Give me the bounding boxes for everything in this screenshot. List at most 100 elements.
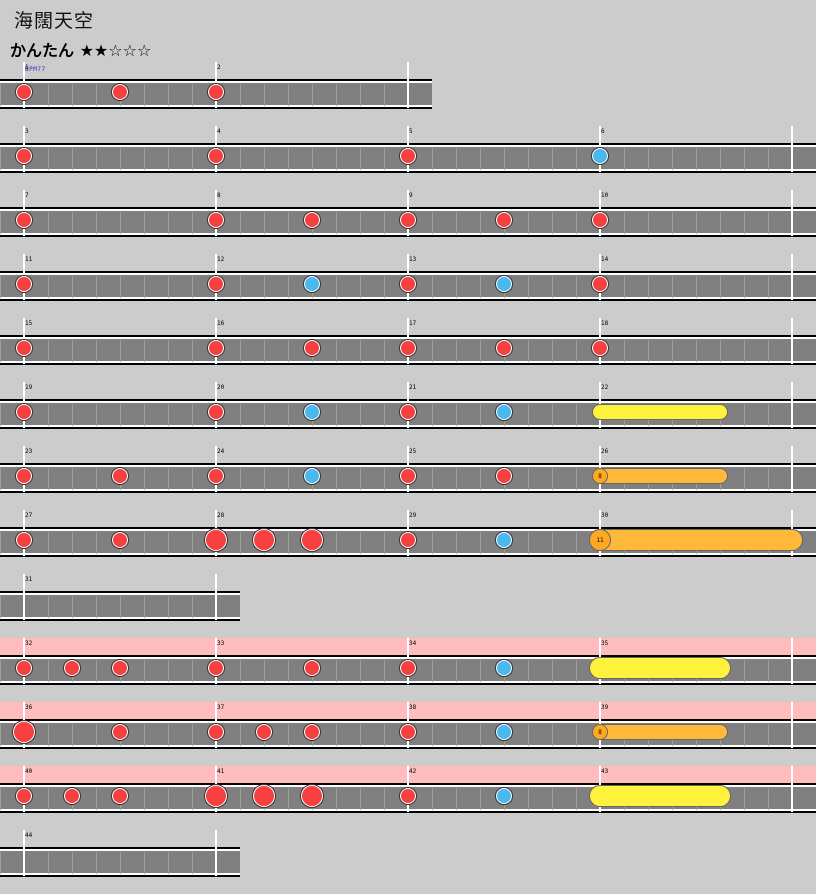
don-note — [208, 660, 224, 676]
grid-tick — [48, 724, 49, 746]
grid-tick — [0, 84, 1, 106]
grid-tick — [672, 148, 673, 170]
grid-tick — [720, 340, 721, 362]
big-drumroll — [589, 657, 731, 679]
measure-number: 24 — [217, 448, 225, 455]
don-note — [16, 532, 32, 548]
don-note — [16, 660, 32, 676]
measure-number: 31 — [25, 576, 33, 583]
grid-tick — [288, 468, 289, 490]
big-don-note — [301, 785, 323, 807]
drumroll — [592, 404, 728, 420]
grid-tick — [192, 532, 193, 554]
grid-tick — [384, 212, 385, 234]
measure-number: 33 — [217, 640, 225, 647]
grid-tick — [768, 724, 769, 746]
score-row: 3 4 5 6 — [0, 126, 816, 190]
grid-tick — [432, 788, 433, 810]
grid-tick — [768, 468, 769, 490]
grid-tick — [168, 532, 169, 554]
don-note — [400, 340, 416, 356]
grid-tick — [384, 340, 385, 362]
grid-tick — [432, 212, 433, 234]
grid-tick — [96, 852, 97, 874]
big-don-note — [253, 785, 275, 807]
grid-tick — [240, 212, 241, 234]
grid-tick — [528, 148, 529, 170]
grid-tick — [72, 340, 73, 362]
grid-tick — [240, 660, 241, 682]
grid-tick — [336, 276, 337, 298]
measure-number: 27 — [25, 512, 33, 519]
don-note — [304, 340, 320, 356]
score-row: 27 28 29 30 11 — [0, 510, 816, 574]
don-note — [208, 148, 224, 164]
grid-tick — [552, 788, 553, 810]
grid-tick — [480, 276, 481, 298]
measure-number: 10 — [601, 192, 609, 199]
grid-tick — [96, 148, 97, 170]
ka-note — [496, 276, 512, 292]
grid-tick — [504, 148, 505, 170]
don-note — [400, 788, 416, 804]
don-note — [208, 84, 224, 100]
grid-tick — [72, 532, 73, 554]
grid-tick — [96, 84, 97, 106]
grid-tick — [456, 404, 457, 426]
grid-tick — [672, 340, 673, 362]
grid-tick — [552, 276, 553, 298]
grid-tick — [96, 340, 97, 362]
grid-tick — [120, 276, 121, 298]
grid-tick — [72, 852, 73, 874]
grid-tick — [120, 596, 121, 618]
big-don-note — [301, 529, 323, 551]
grid-tick — [528, 468, 529, 490]
grid-tick — [96, 532, 97, 554]
don-note — [208, 276, 224, 292]
grid-tick — [96, 468, 97, 490]
grid-tick — [264, 404, 265, 426]
measure-number: 9 — [409, 192, 413, 199]
score-row: 36 37 38 39 8 — [0, 702, 816, 766]
measure-number: 34 — [409, 640, 417, 647]
measure-number: 21 — [409, 384, 417, 391]
grid-tick — [768, 404, 769, 426]
grid-tick — [192, 404, 193, 426]
grid-tick — [456, 468, 457, 490]
don-note — [16, 276, 32, 292]
grid-tick — [360, 660, 361, 682]
grid-tick — [768, 148, 769, 170]
grid-tick — [648, 340, 649, 362]
grid-tick — [360, 276, 361, 298]
grid-tick — [696, 212, 697, 234]
grid-tick — [456, 788, 457, 810]
grid-tick — [288, 84, 289, 106]
song-title: 海闊天空 — [14, 10, 95, 32]
grid-tick — [576, 532, 577, 554]
grid-tick — [144, 404, 145, 426]
grid-tick — [744, 404, 745, 426]
don-note — [16, 340, 32, 356]
grid-tick — [336, 148, 337, 170]
grid-tick — [744, 148, 745, 170]
grid-tick — [360, 724, 361, 746]
bar-line — [791, 766, 793, 812]
measure-number: 14 — [601, 256, 609, 263]
grid-tick — [48, 404, 49, 426]
grid-tick — [192, 212, 193, 234]
don-note — [112, 84, 128, 100]
measure-number: 13 — [409, 256, 417, 263]
grid-tick — [192, 340, 193, 362]
grid-tick — [456, 660, 457, 682]
grid-tick — [0, 788, 1, 810]
grid-tick — [96, 660, 97, 682]
grid-tick — [48, 788, 49, 810]
don-note — [592, 276, 608, 292]
don-note — [400, 660, 416, 676]
grid-tick — [72, 148, 73, 170]
grid-tick — [696, 276, 697, 298]
don-note — [208, 340, 224, 356]
bar-line — [791, 318, 793, 364]
grid-tick — [144, 84, 145, 106]
grid-tick — [384, 660, 385, 682]
